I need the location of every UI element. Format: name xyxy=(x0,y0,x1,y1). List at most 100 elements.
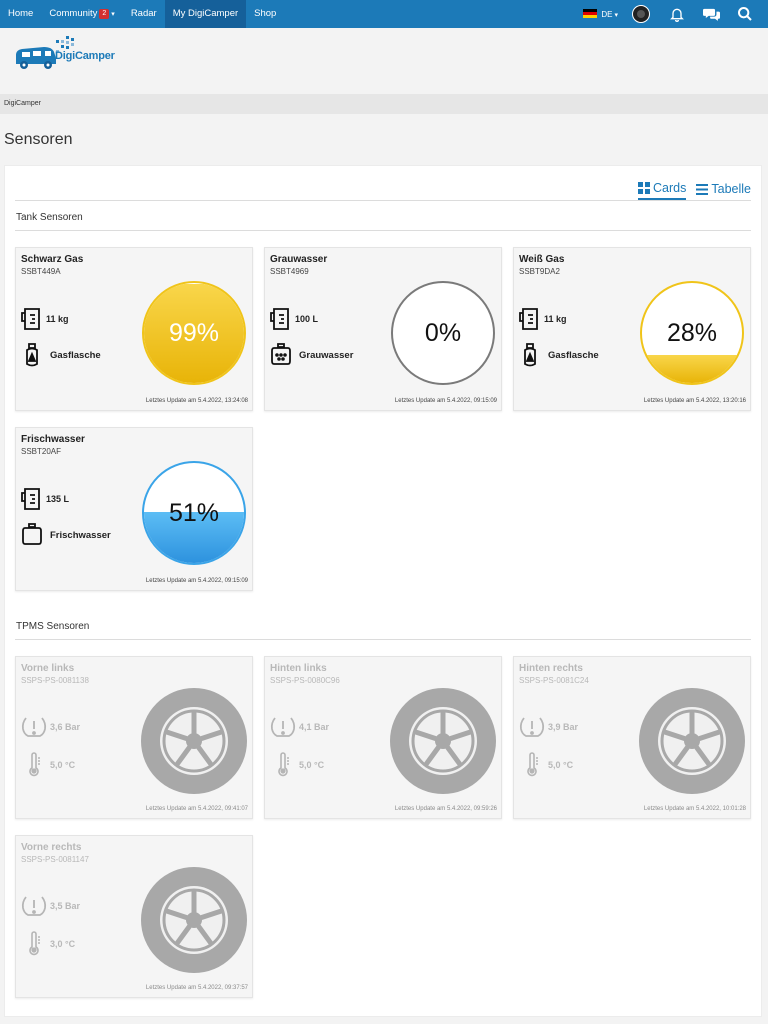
capacity-row: 135 L xyxy=(21,486,69,512)
digicamper-logo[interactable] xyxy=(14,34,124,74)
sensor-id: SSBT4969 xyxy=(270,267,309,276)
language-selector[interactable]: DE ▾ xyxy=(583,9,618,19)
navbar-right: DE ▾ xyxy=(583,0,768,28)
divider xyxy=(15,639,751,640)
tpms-card[interactable]: Hinten links SSPS-PS-0080C96 4,1 Bar 5,0… xyxy=(264,656,502,819)
divider xyxy=(15,230,751,231)
sensor-name: Hinten rechts xyxy=(519,663,583,674)
fill-percent: 51% xyxy=(168,498,220,527)
temperature-row: 5,0 °C xyxy=(519,752,573,778)
chevron-down-icon: ▾ xyxy=(614,12,618,19)
pressure-row: 4,1 Bar xyxy=(270,715,329,739)
nav-home[interactable]: Home xyxy=(8,8,34,19)
nav-radar[interactable]: Radar xyxy=(130,8,157,19)
user-avatar[interactable] xyxy=(632,5,650,23)
sensor-name: Vorne links xyxy=(21,663,75,674)
tab-table-label: Tabelle xyxy=(711,182,751,196)
tank-type: Gasflasche xyxy=(50,349,101,361)
avatar-image xyxy=(637,10,645,18)
last-update: Letztes Update am 5.4.2022, 13:24:08 xyxy=(145,398,248,404)
pressure-row: 3,6 Bar xyxy=(21,715,80,739)
sensor-id: SSPS-PS-0081C24 xyxy=(519,676,589,685)
type-row: Gasflasche xyxy=(519,342,599,368)
tab-cards[interactable]: Cards xyxy=(638,181,687,200)
fill-level-gauge: 0% xyxy=(391,281,495,385)
tire-icon xyxy=(639,688,745,794)
tank-card[interactable]: Grauwasser SSBT4969 100 L Grauwasser 0% … xyxy=(264,247,502,411)
nav-my-digicamper[interactable]: My DigiCamper xyxy=(164,0,247,28)
sensor-name: Weiß Gas xyxy=(519,254,565,265)
greywater-tank-icon xyxy=(271,343,291,365)
list-icon xyxy=(696,183,709,195)
tire-pressure-icon xyxy=(21,896,47,916)
capacity-row: 11 kg xyxy=(21,306,69,332)
fill-level-gauge: 99% xyxy=(142,281,246,385)
tank-card[interactable]: Frischwasser SSBT20AF 135 L Frischwasser… xyxy=(15,427,253,591)
temperature-row: 5,0 °C xyxy=(270,752,324,778)
gas-bottle-icon xyxy=(26,343,38,367)
tire-icon xyxy=(141,688,247,794)
nav-shop[interactable]: Shop xyxy=(254,8,277,19)
measuring-jug-icon xyxy=(270,308,289,330)
tab-table[interactable]: Tabelle xyxy=(696,182,751,199)
sensor-id: SSPS-PS-0080C96 xyxy=(270,676,340,685)
breadcrumb[interactable]: DigiCamper xyxy=(0,94,768,114)
tank-card[interactable]: Schwarz Gas SSBT449A 11 kg Gasflasche 99… xyxy=(15,247,253,411)
german-flag-icon xyxy=(583,9,598,18)
pressure-value: 4,1 Bar xyxy=(299,722,330,732)
tpms-card[interactable]: Vorne links SSPS-PS-0081138 3,6 Bar 5,0 … xyxy=(15,656,253,819)
tank-type: Gasflasche xyxy=(548,349,599,361)
last-update: Letztes Update am 5.4.2022, 09:37:57 xyxy=(145,985,248,991)
last-update: Letztes Update am 5.4.2022, 09:59:26 xyxy=(394,806,497,812)
chat-bubbles-icon[interactable] xyxy=(700,3,722,25)
fill-level-gauge: 51% xyxy=(142,461,246,565)
pressure-value: 3,5 Bar xyxy=(50,901,81,911)
temperature-value: 5,0 °C xyxy=(50,760,76,770)
view-tabs: Cards Tabelle xyxy=(628,181,751,200)
tpms-section-title: TPMS Sensoren xyxy=(16,621,90,632)
chevron-down-icon: ▾ xyxy=(111,11,115,18)
sensor-id: SSBT9DA2 xyxy=(519,267,560,276)
pressure-value: 3,6 Bar xyxy=(50,722,81,732)
fill-percent: 28% xyxy=(666,318,718,347)
tpms-card[interactable]: Hinten rechts SSPS-PS-0081C24 3,9 Bar 5,… xyxy=(513,656,751,819)
gas-bottle-icon xyxy=(524,343,536,367)
fill-level xyxy=(144,284,244,383)
page-title: Sensoren xyxy=(4,131,73,148)
sensor-id: SSPS-PS-0081138 xyxy=(21,676,89,685)
temperature-value: 3,0 °C xyxy=(50,939,76,949)
capacity-row: 100 L xyxy=(270,306,318,332)
nav-community[interactable]: Community 2 ▾ xyxy=(41,0,122,28)
tank-card[interactable]: Weiß Gas SSBT9DA2 11 kg Gasflasche 28% L… xyxy=(513,247,751,411)
thermometer-icon xyxy=(29,931,40,956)
capacity-value: 135 L xyxy=(46,494,70,504)
sensor-id: SSPS-PS-0081147 xyxy=(21,855,89,864)
sensor-name: Grauwasser xyxy=(270,254,328,265)
tire-pressure-icon xyxy=(519,717,545,737)
sensor-id: SSBT449A xyxy=(21,267,61,276)
freshwater-tank-icon xyxy=(22,523,42,545)
search-icon[interactable] xyxy=(734,3,756,25)
tire-pressure-icon xyxy=(270,717,296,737)
sensor-name: Vorne rechts xyxy=(21,842,82,853)
last-update: Letztes Update am 5.4.2022, 13:20:16 xyxy=(643,398,746,404)
fill-level xyxy=(144,512,244,563)
divider xyxy=(15,200,751,201)
notification-badge: 2 xyxy=(99,9,110,19)
sensor-name: Schwarz Gas xyxy=(21,254,84,265)
last-update: Letztes Update am 5.4.2022, 10:01:28 xyxy=(643,806,746,812)
sensors-panel: Cards Tabelle Tank Sensoren Schwarz Gas … xyxy=(4,165,762,1017)
tpms-card[interactable]: Vorne rechts SSPS-PS-0081147 3,5 Bar 3,0… xyxy=(15,835,253,998)
type-row: Gasflasche xyxy=(21,342,101,368)
capacity-value: 11 kg xyxy=(544,314,567,324)
temperature-row: 5,0 °C xyxy=(21,752,75,778)
thermometer-icon xyxy=(278,752,289,777)
notifications-bell-icon[interactable] xyxy=(666,3,688,25)
language-label: DE xyxy=(601,10,613,19)
fill-level-gauge: 28% xyxy=(640,281,744,385)
tire-pressure-icon xyxy=(21,717,47,737)
fill-level xyxy=(642,355,742,383)
last-update: Letztes Update am 5.4.2022, 09:15:09 xyxy=(394,398,497,404)
pressure-row: 3,5 Bar xyxy=(21,894,80,918)
tank-type: Grauwasser xyxy=(299,349,354,361)
